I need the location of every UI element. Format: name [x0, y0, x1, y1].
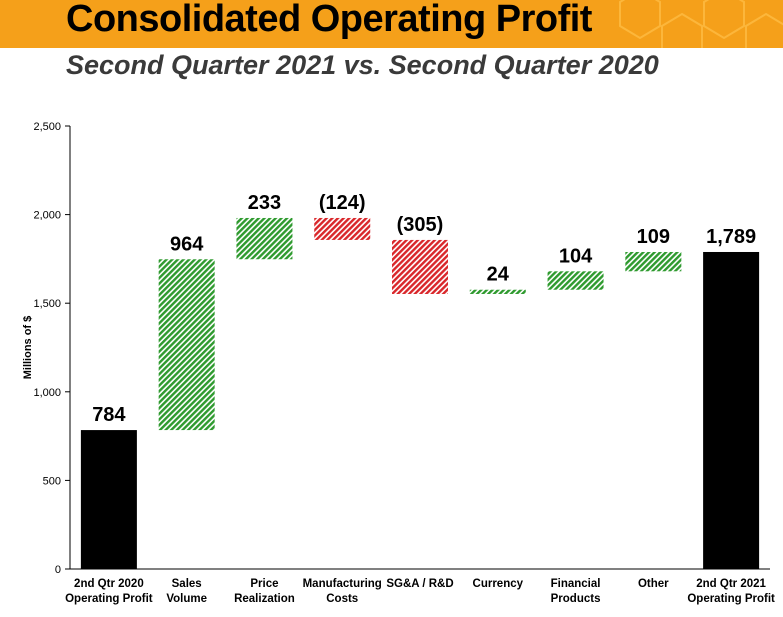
- page-title: Consolidated Operating Profit: [66, 0, 592, 40]
- hexagon-pattern: [619, 0, 783, 48]
- category-label: Currency: [473, 578, 524, 590]
- bar-increase: [547, 271, 604, 290]
- y-tick-label: 1,500: [33, 298, 61, 310]
- bar-increase: [625, 251, 682, 272]
- data-label: 964: [170, 233, 204, 255]
- category-label: Other: [638, 578, 669, 590]
- data-label: 233: [248, 192, 281, 214]
- category-label: 2nd Qtr 2021 Operating Profit: [687, 578, 775, 605]
- y-tick-label: 0: [55, 564, 61, 576]
- y-tick-label: 2,500: [33, 121, 61, 133]
- bar-decrease: [392, 239, 448, 294]
- data-label: 1,789: [706, 226, 756, 248]
- bar-increase: [236, 217, 293, 260]
- data-label: 24: [487, 264, 510, 286]
- y-tick-label: 2,000: [33, 210, 61, 222]
- category-label: SG&A / R&D: [386, 578, 453, 590]
- category-label: Manufacturing Costs: [303, 578, 382, 605]
- category-label: 2nd Qtr 2020 Operating Profit: [65, 578, 153, 605]
- category-label: Sales Volume: [166, 578, 207, 605]
- bar-total: [703, 251, 760, 569]
- category-label: Financial Products: [551, 578, 601, 605]
- y-tick-label: 500: [43, 475, 61, 487]
- bar-total: [80, 430, 137, 569]
- bar-decrease: [314, 217, 371, 240]
- title-banner: Consolidated Operating Profit: [0, 0, 783, 48]
- data-label: 109: [637, 226, 670, 248]
- y-axis-label: Millions of $: [22, 316, 34, 380]
- y-tick-label: 1,000: [33, 387, 61, 399]
- data-label: (124): [319, 192, 366, 214]
- bar-increase: [158, 259, 215, 431]
- data-label: 104: [559, 245, 593, 267]
- data-label: 784: [92, 404, 126, 426]
- category-label: Price Realization: [234, 578, 295, 605]
- page-subtitle: Second Quarter 2021 vs. Second Quarter 2…: [66, 50, 659, 80]
- bar-increase: [469, 289, 526, 294]
- data-label: (305): [397, 214, 444, 236]
